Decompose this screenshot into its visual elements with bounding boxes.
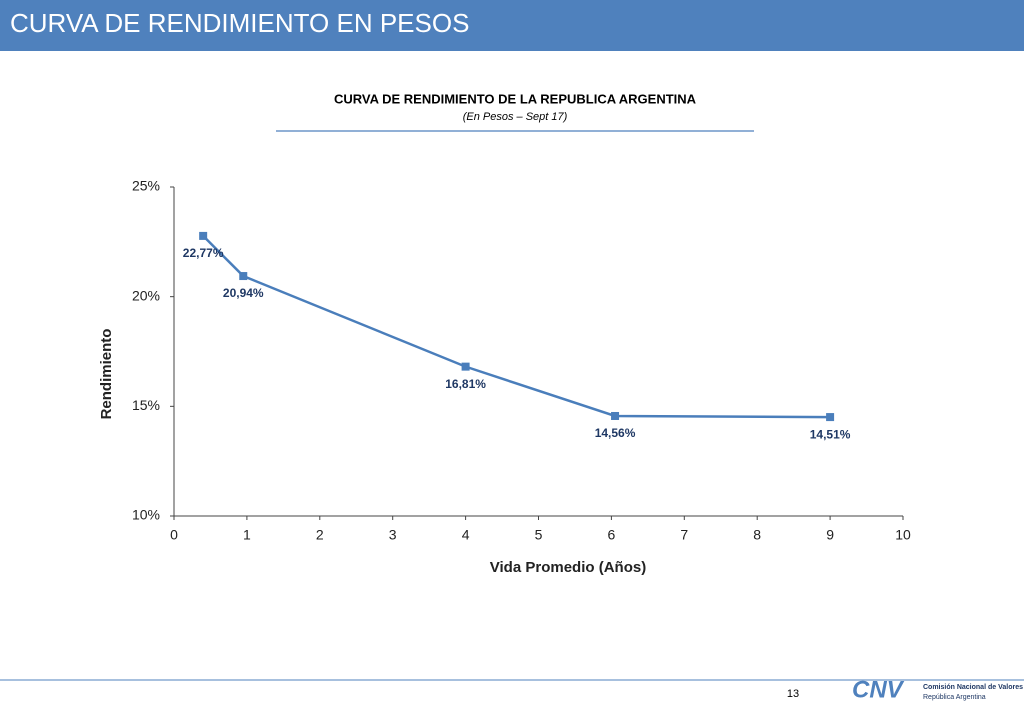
x-tick-label: 1 (243, 527, 251, 543)
data-label: 20,94% (223, 286, 264, 300)
x-tick-label: 4 (462, 527, 470, 543)
x-tick-label: 2 (316, 527, 324, 543)
y-tick-label: 15% (132, 397, 160, 413)
x-tick-label: 6 (608, 527, 616, 543)
x-tick-label: 3 (389, 527, 397, 543)
point (461, 362, 470, 371)
point (826, 413, 835, 422)
logo: CNV (852, 676, 905, 703)
x-axis-label: Vida Promedio (Años) (490, 559, 646, 576)
y-tick-label: 25% (132, 178, 160, 194)
logo-org: Comisión Nacional de Valores (923, 684, 1023, 691)
x-tick-label: 0 (170, 527, 178, 543)
point (611, 411, 620, 420)
y-tick-label: 20% (132, 287, 160, 303)
data-label: 22,77% (183, 246, 224, 260)
x-tick-label: 10 (895, 527, 911, 543)
logo-country: República Argentina (923, 694, 986, 701)
data-label: 16,81% (445, 377, 486, 391)
x-tick-label: 7 (680, 527, 688, 543)
x-tick-label: 9 (826, 527, 834, 543)
data-label: 14,51% (810, 427, 851, 441)
y-axis-label: Rendimiento (98, 329, 115, 420)
series-line (202, 235, 831, 419)
slide-title: CURVA DE RENDIMIENTO EN PESOS (10, 8, 469, 38)
x-tick-label: 8 (753, 527, 761, 543)
data-label: 14,56% (595, 426, 636, 440)
chart-title: CURVA DE RENDIMIENTO DE LA REPUBLICA ARG… (334, 91, 697, 106)
header-bar (0, 0, 1024, 51)
y-tick-label: 10% (132, 507, 160, 523)
page-number: 13 (787, 688, 799, 700)
x-tick-label: 5 (535, 527, 543, 543)
point (199, 231, 208, 240)
chart-subtitle: (En Pesos – Sept 17) (463, 111, 568, 123)
point (239, 272, 248, 281)
